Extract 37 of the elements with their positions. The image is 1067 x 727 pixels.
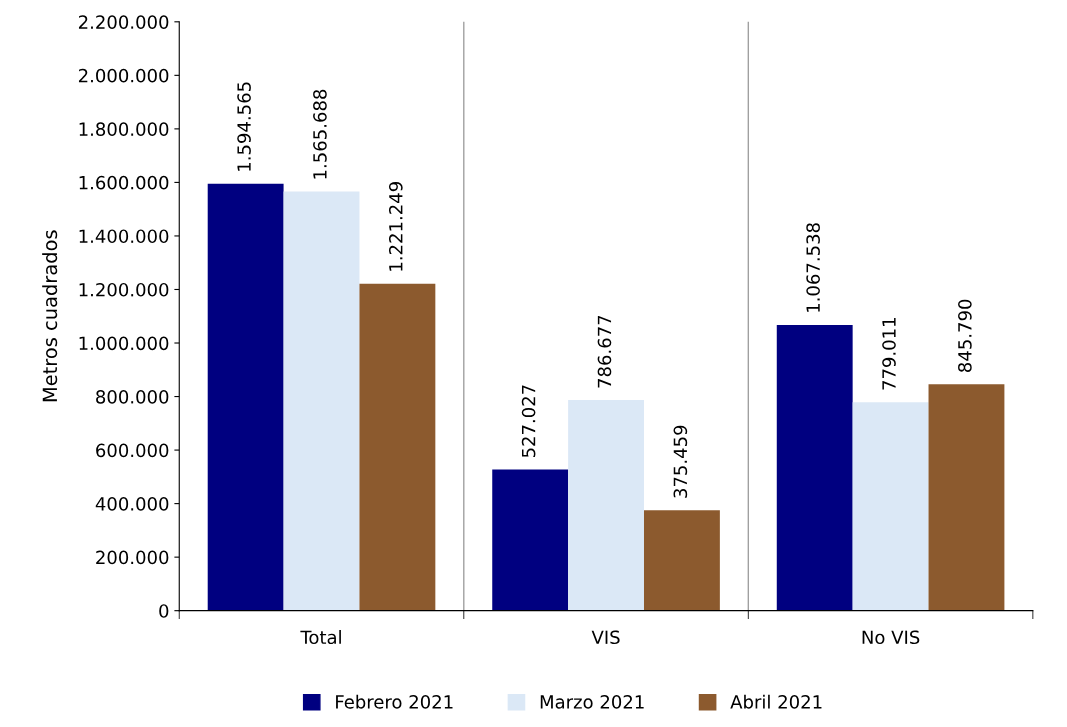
data-label: 786.677 xyxy=(597,315,612,388)
x-tick-label: Total xyxy=(300,630,341,645)
y-tick-label: 1.600.000 xyxy=(79,175,169,190)
data-label: 527.027 xyxy=(521,385,536,458)
data-label: 845.790 xyxy=(958,299,972,372)
data-label: 1.067.538 xyxy=(806,223,820,312)
y-tick-label: 1.000.000 xyxy=(79,336,169,351)
legend-label: Abril 2021 xyxy=(730,694,822,709)
y-tick-label: 800.000 xyxy=(96,390,169,404)
y-tick-label: 0 xyxy=(159,604,169,618)
y-tick-label: 1.200.000 xyxy=(79,282,169,297)
bar xyxy=(207,183,284,611)
bar xyxy=(928,384,1005,611)
y-tick-label: 600.000 xyxy=(96,443,169,458)
y-tick-label: 2.000.000 xyxy=(78,68,169,83)
y-tick-label: 2.200.000 xyxy=(78,15,169,29)
bar xyxy=(492,469,569,611)
bar xyxy=(776,324,853,611)
bar xyxy=(852,402,929,611)
data-label: 1.221.249 xyxy=(388,182,403,271)
y-tick-label: 1.800.000 xyxy=(79,122,169,136)
bar xyxy=(568,400,644,611)
x-tick-label: No VIS xyxy=(862,630,920,645)
data-label: 779.011 xyxy=(882,318,896,390)
bar xyxy=(283,191,360,611)
data-label: 375.459 xyxy=(673,425,688,498)
data-label: 1.565.688 xyxy=(313,89,327,179)
data-label: 1.594.565 xyxy=(237,82,251,171)
y-tick-label: 200.000 xyxy=(96,550,169,565)
x-tick-label: VIS xyxy=(591,630,620,645)
legend-label: Marzo 2021 xyxy=(540,695,644,709)
legend-label: Febrero 2021 xyxy=(336,694,453,709)
bar xyxy=(359,283,436,611)
y-axis-title: Metros cuadrados xyxy=(42,230,58,402)
y-tick-label: 1.400.000 xyxy=(79,229,169,244)
y-tick-label: 400.000 xyxy=(95,497,169,511)
bar xyxy=(643,510,720,611)
